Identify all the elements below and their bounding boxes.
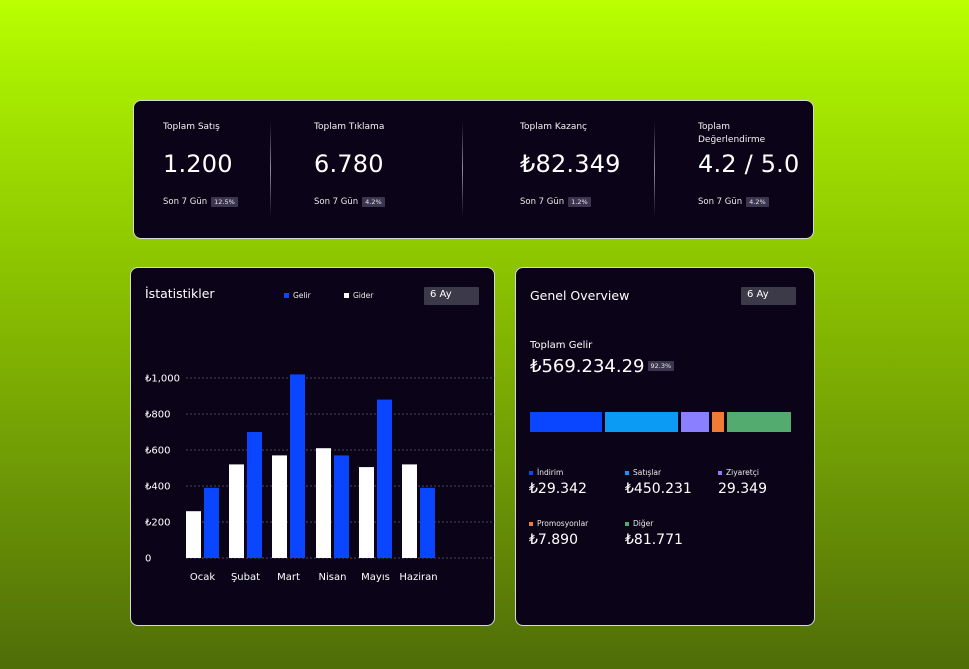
stat-label: Toplam Satış	[163, 122, 220, 132]
bar-income	[290, 374, 305, 558]
stat-period-label: Son 7 Gün	[520, 197, 565, 207]
bar-expense	[316, 448, 331, 558]
total-income-label: Toplam Gelir	[530, 340, 593, 351]
y-tick-label: 0	[145, 554, 151, 565]
x-tick-label: Mayıs	[361, 572, 390, 583]
overview-card: Genel Overview 6 Ay Toplam Gelir ₺569.23…	[515, 267, 815, 626]
x-tick-label: Şubat	[231, 572, 260, 583]
swatch	[529, 470, 533, 475]
legend-swatch-income	[284, 293, 289, 298]
summary-stats-card: Toplam Satış 1.200 Son 7 Gün 12.5% Topla…	[133, 100, 814, 239]
change-badge: 12.5%	[211, 197, 238, 207]
bar-expense	[186, 511, 201, 558]
stat-period-label: Son 7 Gün	[314, 197, 359, 207]
category-value: ₺7.890	[529, 532, 578, 548]
category-promotions: Promosyonlar ₺7.890	[529, 519, 588, 548]
y-tick-label: ₺800	[145, 410, 170, 421]
bar-income	[377, 399, 392, 558]
divider	[462, 121, 463, 217]
total-income: ₺569.234.29 92.3%	[530, 356, 675, 377]
legend-label-income: Gelir	[293, 291, 311, 300]
bar-income	[247, 432, 262, 558]
distribution-segment	[711, 412, 725, 432]
stat-value: 4.2 / 5.0	[698, 150, 800, 178]
distribution-segment	[727, 412, 792, 432]
legend-item-expense: Gider	[344, 291, 373, 300]
x-tick-label: Ocak	[190, 572, 215, 583]
bar-chart: 0 ₺200 ₺400 ₺600 ₺800 ₺1,000 Ocak Şubat Mart Nisa…	[145, 374, 496, 583]
stat-period: Son 7 Gün 12.5%	[163, 197, 238, 207]
category-value: ₺29.342	[529, 481, 587, 497]
legend-label-expense: Gider	[353, 291, 374, 300]
bar-income	[420, 487, 435, 558]
category-name: Satışlar	[633, 468, 662, 477]
stat-period-label: Son 7 Gün	[163, 197, 208, 207]
legend-item-income: Gelir	[284, 291, 311, 300]
category-name: İndirim	[537, 468, 564, 477]
swatch	[529, 521, 533, 526]
category-other: Diğer ₺81.771	[625, 519, 683, 548]
stat-value: 1.200	[163, 150, 233, 178]
bar-income	[334, 455, 349, 558]
y-tick-label: ₺400	[145, 482, 170, 493]
x-tick-label: Mart	[277, 572, 300, 583]
y-tick-label: ₺1,000	[145, 374, 180, 385]
category-name: Ziyaretçi	[726, 468, 759, 477]
distribution-segment	[604, 412, 678, 432]
card-title: Genel Overview	[530, 288, 630, 303]
change-badge: 92.3%	[647, 361, 675, 371]
stat-period: Son 7 Gün 1.2%	[520, 197, 591, 207]
stat-period: Son 7 Gün 4.2%	[314, 197, 385, 207]
distribution-segment	[530, 412, 602, 432]
category-name: Diğer	[633, 519, 654, 528]
stat-label: Toplam Kazanç	[520, 122, 587, 132]
x-tick-label: Haziran	[399, 572, 437, 583]
category-name: Promosyonlar	[537, 519, 589, 528]
range-dropdown[interactable]: 6 Ay	[741, 287, 796, 305]
change-badge: 4.2%	[746, 197, 769, 207]
category-value: 29.349	[718, 481, 767, 497]
category-value: ₺450.231	[625, 481, 692, 497]
stat-label: Toplam Tıklama	[314, 122, 385, 132]
bar-expense	[359, 467, 374, 558]
swatch	[625, 470, 629, 475]
bar-income	[204, 487, 219, 558]
legend-swatch-expense	[344, 293, 349, 298]
y-tick-label: ₺200	[145, 518, 170, 529]
divider	[654, 121, 655, 217]
swatch	[625, 521, 629, 526]
change-badge: 1.2%	[568, 197, 591, 207]
category-sales: Satışlar ₺450.231	[625, 468, 692, 497]
stat-period: Son 7 Gün 4.2%	[698, 197, 769, 207]
category-visitor: Ziyaretçi 29.349	[718, 468, 767, 497]
category-value: ₺81.771	[625, 532, 683, 548]
x-tick-label: Nisan	[319, 572, 347, 583]
statistics-card: İstatistikler Gelir Gider 6 Ay 0 ₺200 ₺400…	[130, 267, 496, 626]
stat-label: Toplam Değerlendirme	[698, 122, 766, 145]
stat-value: 6.780	[314, 150, 384, 178]
swatch	[718, 470, 722, 475]
y-tick-label: ₺600	[145, 446, 170, 457]
card-title: İstatistikler	[145, 286, 215, 301]
distribution-segment	[680, 412, 709, 432]
divider	[270, 121, 271, 217]
range-dropdown[interactable]: 6 Ay	[424, 287, 479, 305]
change-badge: 4.2%	[362, 197, 385, 207]
stat-value: ₺82.349	[520, 150, 621, 178]
category-discount: İndirim ₺29.342	[529, 468, 587, 497]
bar-expense	[402, 464, 417, 558]
bar-expense	[272, 455, 287, 558]
stat-period-label: Son 7 Gün	[698, 197, 743, 207]
bar-expense	[229, 464, 244, 558]
total-income-value: ₺569.234.29	[530, 356, 645, 377]
